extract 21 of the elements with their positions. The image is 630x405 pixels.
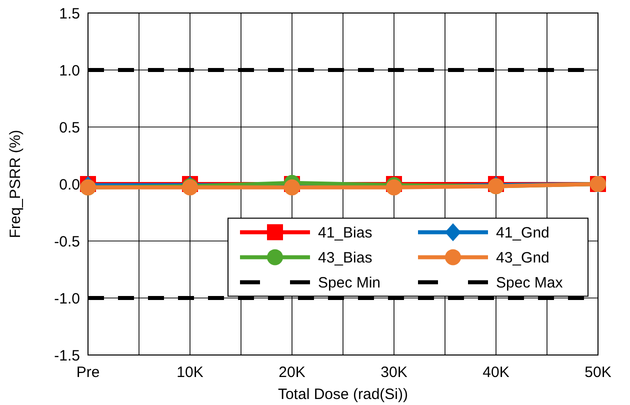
x-tick-label: 30K — [380, 364, 408, 381]
y-tick-label: 0.5 — [59, 119, 80, 136]
legend-label: 43_Gnd — [496, 249, 550, 266]
legend-label: 41_Gnd — [496, 224, 550, 242]
x-tick-label: 20K — [278, 364, 306, 381]
legend-label: Spec Max — [496, 274, 564, 292]
x-tick-label: 50K — [584, 364, 612, 381]
y-tick-label: 1.5 — [59, 5, 80, 22]
y-tick-label: -0.5 — [54, 233, 80, 250]
legend-label: Spec Min — [318, 274, 381, 292]
legend-label: 41_Bias — [318, 224, 372, 242]
y-axis-title: Freq_PSRR (%) — [7, 130, 24, 238]
y-tick-label: -1.5 — [54, 347, 80, 364]
x-axis-title: Total Dose (rad(Si)) — [278, 386, 408, 403]
y-tick-label: 1.0 — [59, 62, 80, 80]
x-tick-label: 40K — [482, 364, 510, 381]
x-tick-label: Pre — [76, 364, 100, 381]
legend-label: 43_Bias — [318, 249, 372, 266]
y-tick-label: 0.0 — [59, 176, 80, 194]
x-tick-label: 10K — [176, 364, 204, 381]
y-tick-label: -1.0 — [54, 290, 80, 308]
